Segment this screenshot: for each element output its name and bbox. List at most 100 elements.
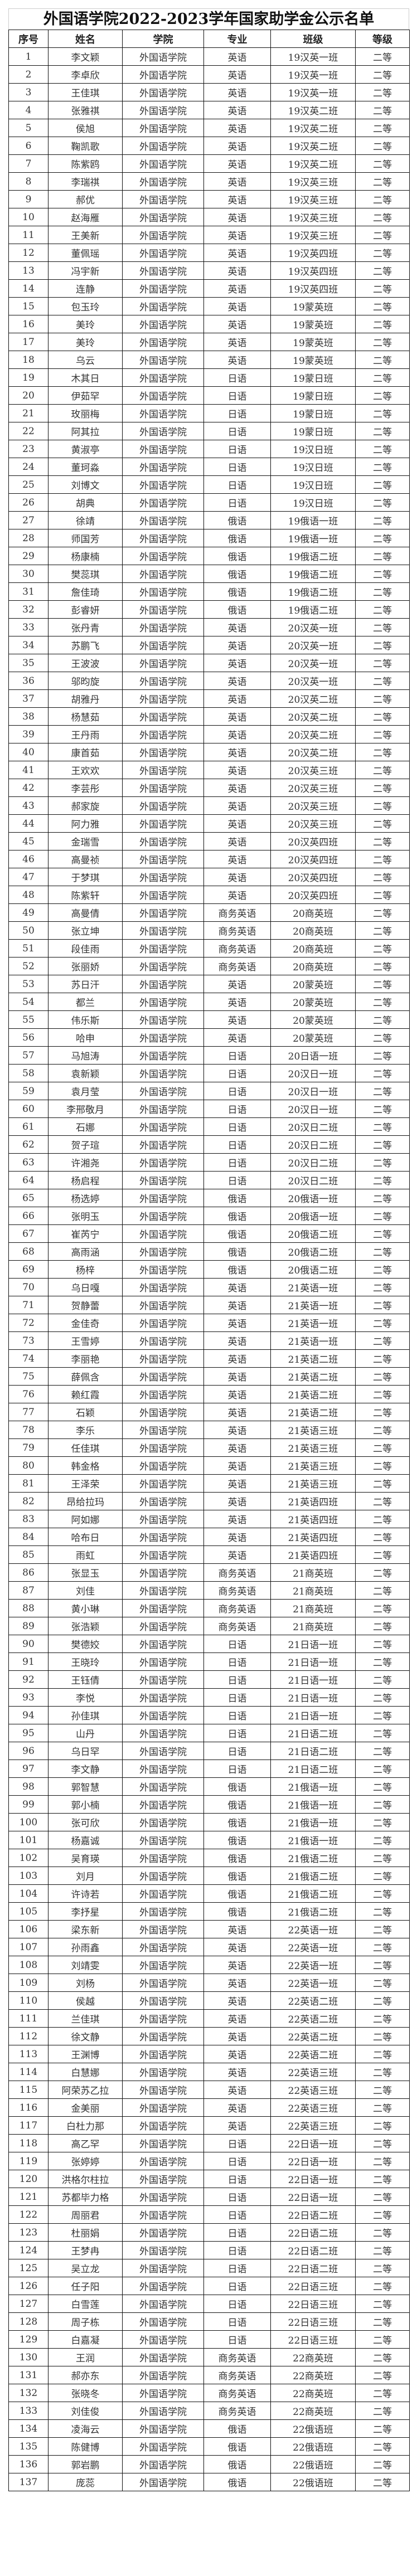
table-row: 111 兰佳琪 外国语学院 英语 22英语二班 二等 <box>8 2009 410 2028</box>
cell-index: 103 <box>8 1867 49 1885</box>
cell-level: 二等 <box>355 1260 410 1279</box>
cell-major: 英语 <box>203 65 271 84</box>
cell-index: 63 <box>8 1153 49 1172</box>
cell-level: 二等 <box>355 1224 410 1243</box>
cell-college: 外国语学院 <box>122 886 204 904</box>
col-header-class: 班级 <box>270 30 356 48</box>
cell-index: 77 <box>8 1403 49 1421</box>
cell-major: 日语 <box>203 1635 271 1653</box>
cell-college: 外国语学院 <box>122 1813 204 1831</box>
cell-college: 外国语学院 <box>122 493 204 512</box>
cell-major: 商务英语 <box>203 921 271 940</box>
cell-college: 外国语学院 <box>122 2259 204 2277</box>
cell-major: 俄语 <box>203 1189 271 1207</box>
table-row: 125 吴立龙 外国语学院 日语 22日语二班 二等 <box>8 2259 410 2277</box>
cell-major: 英语 <box>203 868 271 886</box>
cell-index: 99 <box>8 1795 49 1814</box>
cell-college: 外国语学院 <box>122 2366 204 2384</box>
cell-name: 张明玉 <box>48 1207 123 1225</box>
cell-college: 外国语学院 <box>122 975 204 993</box>
table-row: 56 哈申 外国语学院 英语 20蒙英班 二等 <box>8 1028 410 1047</box>
cell-class: 19蒙日班 <box>270 404 356 422</box>
cell-college: 外国语学院 <box>122 2402 204 2420</box>
cell-index: 66 <box>8 1207 49 1225</box>
cell-major: 英语 <box>203 226 271 244</box>
cell-major: 英语 <box>203 761 271 779</box>
table-row: 82 昂给拉玛 外国语学院 英语 21英语四班 二等 <box>8 1492 410 1510</box>
cell-class: 22英语一班 <box>270 1974 356 1992</box>
cell-level: 二等 <box>355 957 410 975</box>
cell-index: 112 <box>8 2027 49 2045</box>
cell-name: 王晓玲 <box>48 1652 123 1671</box>
table-row: 39 王丹雨 外国语学院 英语 20汉英二班 二等 <box>8 725 410 743</box>
cell-index: 125 <box>8 2259 49 2277</box>
cell-level: 二等 <box>355 2437 410 2456</box>
cell-college: 外国语学院 <box>122 65 204 84</box>
cell-name: 张晓冬 <box>48 2384 123 2402</box>
cell-class: 21英语四班 <box>270 1528 356 1546</box>
cell-name: 赖红霞 <box>48 1385 123 1403</box>
cell-index: 3 <box>8 83 49 101</box>
cell-class: 22日语一班 <box>270 2134 356 2152</box>
table-row: 87 刘佳 外国语学院 商务英语 21商英班 二等 <box>8 1581 410 1600</box>
cell-class: 21英语二班 <box>270 1385 356 1403</box>
cell-index: 76 <box>8 1385 49 1403</box>
cell-name: 侯越 <box>48 1991 123 2010</box>
table-row: 118 高乙罕 外国语学院 日语 22日语一班 二等 <box>8 2134 410 2152</box>
cell-index: 95 <box>8 1724 49 1742</box>
cell-major: 日语 <box>203 1652 271 1671</box>
cell-level: 二等 <box>355 1278 410 1296</box>
cell-college: 外国语学院 <box>122 689 204 708</box>
cell-name: 郝优 <box>48 190 123 208</box>
table-row: 41 王欢欢 外国语学院 英语 20汉英三班 二等 <box>8 761 410 779</box>
cell-college: 外国语学院 <box>122 1706 204 1724</box>
cell-index: 96 <box>8 1742 49 1760</box>
cell-major: 俄语 <box>203 1849 271 1867</box>
cell-class: 22英语三班 <box>270 2081 356 2099</box>
cell-class: 20俄语二班 <box>270 1242 356 1261</box>
cell-class: 20日语一班 <box>270 1046 356 1065</box>
cell-level: 二等 <box>355 2188 410 2206</box>
cell-level: 二等 <box>355 279 410 298</box>
cell-index: 28 <box>8 529 49 547</box>
cell-class: 21俄语二班 <box>270 1902 356 1921</box>
cell-level: 二等 <box>355 2277 410 2295</box>
cell-class: 20汉英二班 <box>270 689 356 708</box>
cell-index: 118 <box>8 2134 49 2152</box>
cell-college: 外国语学院 <box>122 957 204 975</box>
cell-major: 英语 <box>203 2063 271 2081</box>
col-header-index: 序号 <box>8 30 49 48</box>
cell-name: 崔芮宁 <box>48 1224 123 1243</box>
table-row: 112 徐文静 外国语学院 英语 22英语二班 二等 <box>8 2027 410 2045</box>
cell-name: 玫丽梅 <box>48 404 123 422</box>
table-row: 110 侯越 外国语学院 英语 22英语二班 二等 <box>8 1991 410 2010</box>
table-row: 80 韩金格 外国语学院 英语 21英语三班 二等 <box>8 1456 410 1475</box>
table-row: 98 郭智慧 外国语学院 俄语 21俄语一班 二等 <box>8 1777 410 1796</box>
cell-college: 外国语学院 <box>122 2027 204 2045</box>
table-row: 68 高雨涵 外国语学院 俄语 20俄语二班 二等 <box>8 1242 410 1261</box>
col-header-name: 姓名 <box>48 30 123 48</box>
cell-index: 86 <box>8 1563 49 1582</box>
table-row: 95 山丹 外国语学院 日语 21日语二班 二等 <box>8 1724 410 1742</box>
cell-major: 英语 <box>203 975 271 993</box>
cell-index: 88 <box>8 1599 49 1617</box>
cell-name: 美玲 <box>48 315 123 333</box>
cell-index: 114 <box>8 2063 49 2081</box>
cell-class: 19汉英一班 <box>270 83 356 101</box>
cell-level: 二等 <box>355 2081 410 2099</box>
cell-class: 22日语三班 <box>270 2277 356 2295</box>
cell-index: 25 <box>8 475 49 494</box>
cell-class: 19汉英三班 <box>270 208 356 226</box>
cell-major: 日语 <box>203 1082 271 1100</box>
table-row: 117 白杜力那 外国语学院 英语 22英语三班 二等 <box>8 2116 410 2135</box>
cell-name: 周丽君 <box>48 2205 123 2224</box>
cell-index: 109 <box>8 1974 49 1992</box>
cell-index: 38 <box>8 707 49 726</box>
cell-index: 78 <box>8 1421 49 1439</box>
cell-college: 外国语学院 <box>122 1867 204 1885</box>
cell-name: 伊茹罕 <box>48 386 123 405</box>
cell-level: 二等 <box>355 565 410 583</box>
cell-college: 外国语学院 <box>122 1438 204 1457</box>
table-row: 1 李文颖 外国语学院 英语 19汉英一班 二等 <box>8 47 410 66</box>
cell-class: 22英语一班 <box>270 1938 356 1956</box>
